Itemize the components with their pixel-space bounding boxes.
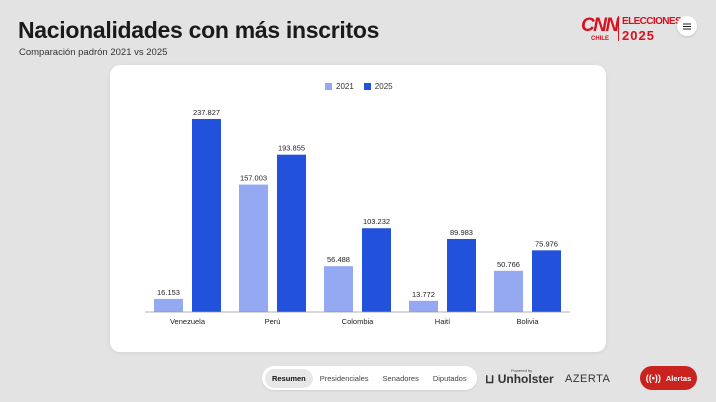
unholster-name: Unholster — [497, 372, 554, 386]
legend-label-2021: 2021 — [336, 82, 354, 91]
bar-2021-perú[interactable] — [239, 184, 268, 312]
bar-2021-bolivia[interactable] — [494, 270, 523, 312]
bar-2021-venezuela[interactable] — [154, 298, 183, 312]
broadcast-icon: ((•)) — [645, 373, 661, 383]
bottom-nav: Resumen Presidenciales Senadores Diputad… — [262, 366, 477, 390]
data-label-2025-perú: 193.855 — [278, 144, 305, 153]
tab-resumen[interactable]: Resumen — [265, 368, 313, 388]
legend-swatch-2021 — [325, 83, 332, 90]
cnn-elecciones-logo[interactable]: CNN CHILE ELECCIONES 2025 — [581, 14, 682, 44]
alerts-button[interactable]: ((•)) Alertas — [640, 366, 697, 390]
bar-2021-colombia[interactable] — [324, 266, 353, 312]
data-label-2021-venezuela: 16.153 — [157, 288, 180, 297]
legend-label-2025: 2025 — [374, 82, 393, 91]
data-label-2025-haití: 89.983 — [450, 228, 473, 237]
data-label-2025-bolivia: 75.976 — [535, 239, 558, 248]
legend-item-2021[interactable]: 2021 — [325, 82, 354, 91]
bar-2021-haití[interactable] — [409, 300, 438, 312]
logo-year: 2025 — [622, 28, 655, 43]
data-label-2025-colombia: 103.232 — [363, 217, 390, 226]
data-label-2021-haití: 13.772 — [412, 290, 435, 299]
page-subtitle: Comparación padrón 2021 vs 2025 — [19, 47, 168, 58]
logo-brand: CNN — [581, 15, 619, 36]
page-title: Nacionalidades con más inscritos — [18, 17, 380, 43]
logo-event: ELECCIONES — [622, 16, 682, 27]
logo-divider — [618, 16, 619, 41]
menu-button[interactable] — [677, 16, 697, 36]
x-tick-label: Colombia — [342, 317, 375, 326]
powered-by-label: Powered by — [511, 368, 533, 373]
x-tick-label: Perú — [265, 317, 281, 326]
data-label-2025-venezuela: 237.827 — [193, 108, 220, 117]
x-tick-label: Haití — [435, 317, 451, 326]
legend-swatch-2025 — [363, 83, 371, 90]
hamburger-menu-icon — [683, 25, 691, 27]
x-tick-label: Bolivia — [516, 317, 539, 326]
x-tick-label: Venezuela — [170, 317, 206, 326]
data-label-2021-perú: 157.003 — [240, 174, 267, 183]
data-label-2021-bolivia: 50.766 — [497, 260, 520, 269]
tab-presidenciales[interactable]: Presidenciales — [319, 373, 369, 383]
tab-diputados[interactable]: Diputados — [432, 373, 467, 383]
bar-2025-venezuela[interactable] — [192, 119, 221, 312]
bar-2025-colombia[interactable] — [362, 228, 391, 312]
data-label-2021-colombia: 56.488 — [327, 255, 350, 264]
alerts-label: Alertas — [665, 373, 692, 383]
bar-2025-haití[interactable] — [447, 238, 476, 312]
tab-senadores[interactable]: Senadores — [382, 373, 419, 383]
azerta-logo[interactable]: AZERTA — [565, 373, 611, 385]
unholster-wordmark: ⊔ Unholster — [485, 372, 554, 386]
chart-legend: 2021 2025 — [325, 82, 393, 91]
bar-2025-perú[interactable] — [277, 154, 306, 312]
bar-2025-bolivia[interactable] — [532, 250, 561, 312]
logo-country: CHILE — [591, 36, 609, 42]
legend-item-2025[interactable]: 2025 — [363, 82, 393, 91]
